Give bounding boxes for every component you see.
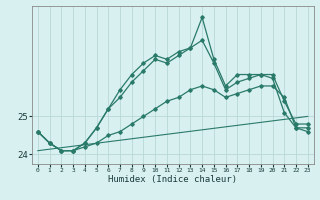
- X-axis label: Humidex (Indice chaleur): Humidex (Indice chaleur): [108, 175, 237, 184]
